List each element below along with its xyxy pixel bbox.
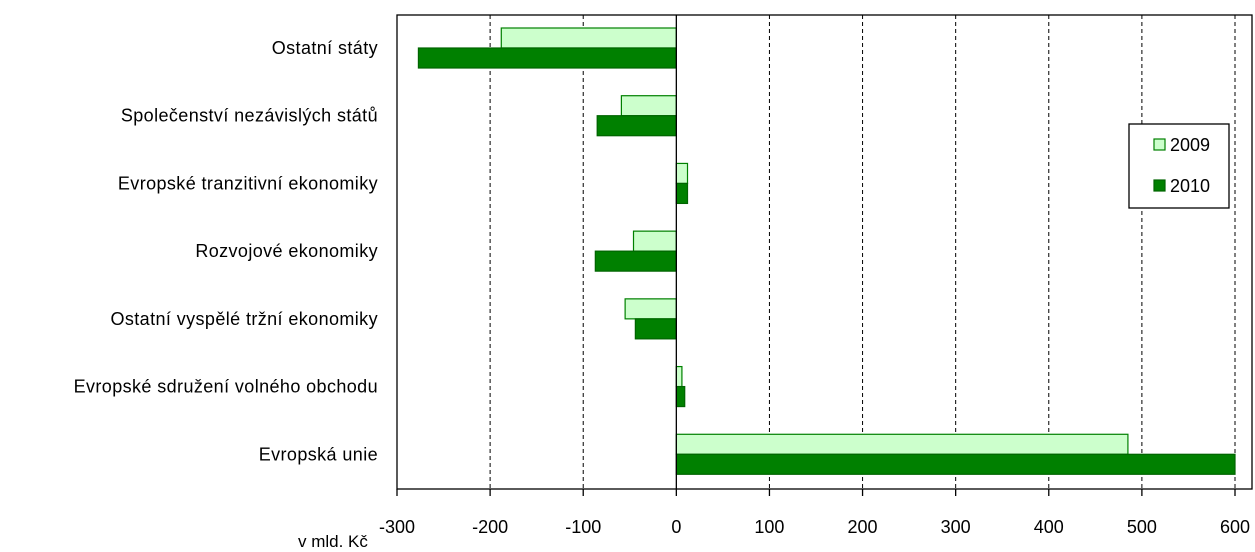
x-tick-label: 600 (1220, 517, 1250, 537)
bar-2009 (675, 162, 689, 185)
bar-2010 (675, 385, 686, 408)
category-label: Evropské sdružení volného obchodu (74, 377, 378, 397)
bar-2009 (624, 298, 677, 320)
bar-2010 (594, 250, 677, 272)
x-tick-label: -200 (472, 517, 508, 537)
bar-2009 (620, 95, 677, 117)
category-label: Ostatní vyspělé tržní ekonomiky (110, 309, 378, 329)
x-tick-label: 400 (1034, 517, 1064, 537)
category-label: Ostatní státy (272, 38, 378, 58)
bar-2010 (675, 453, 1236, 475)
legend: 2009 2010 (1128, 123, 1230, 209)
legend-frame (1128, 123, 1230, 209)
legend-label-2009: 2009 (1170, 135, 1210, 155)
category-label: Společenství nezávislých států (121, 106, 378, 126)
x-tick-label: 500 (1127, 517, 1157, 537)
x-axis-ticks: -300 -200 -100 0 100 200 300 400 500 600 (379, 489, 1250, 537)
x-tick-label: -100 (565, 517, 601, 537)
bar-2010 (417, 47, 677, 69)
legend-swatch-2010 (1153, 179, 1166, 192)
plot-frame (396, 14, 1253, 490)
category-label: Evropská unie (259, 444, 378, 464)
bar-2010 (675, 182, 689, 205)
legend-label-2010: 2010 (1170, 176, 1210, 196)
legend-swatch-2009 (1153, 138, 1166, 151)
x-tick-label: 100 (754, 517, 784, 537)
gridlines (489, 15, 1236, 489)
x-axis-title: v mld. Kč (298, 532, 368, 551)
bar-2010 (634, 318, 677, 340)
bar-2009 (632, 230, 677, 252)
bar-2009 (675, 365, 683, 388)
x-tick-label: 200 (848, 517, 878, 537)
x-tick-label: 0 (671, 517, 681, 537)
category-label: Rozvojové ekonomiky (195, 241, 378, 261)
bar-2009 (500, 27, 677, 49)
bar-2010 (596, 115, 677, 137)
x-tick-label: -300 (379, 517, 415, 537)
bars (417, 27, 1236, 475)
y-axis-labels: Ostatní státy Společenství nezávislých st… (74, 38, 378, 464)
category-label: Evropské tranzitivní ekonomiky (118, 173, 378, 193)
x-tick-label: 300 (941, 517, 971, 537)
bar-2009 (675, 433, 1129, 455)
